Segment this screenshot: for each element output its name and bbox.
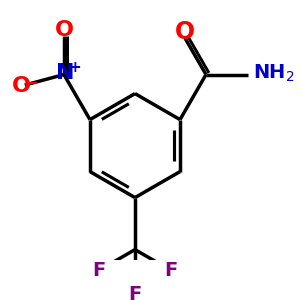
- Text: O: O: [55, 20, 74, 40]
- Text: NH$_2$: NH$_2$: [253, 63, 294, 84]
- Text: O: O: [175, 20, 195, 44]
- Text: +: +: [68, 60, 81, 75]
- Text: −: −: [24, 73, 38, 91]
- Text: O: O: [12, 76, 31, 96]
- Text: F: F: [92, 261, 106, 280]
- Text: F: F: [128, 285, 142, 300]
- Text: N: N: [56, 63, 74, 83]
- Text: F: F: [164, 261, 178, 280]
